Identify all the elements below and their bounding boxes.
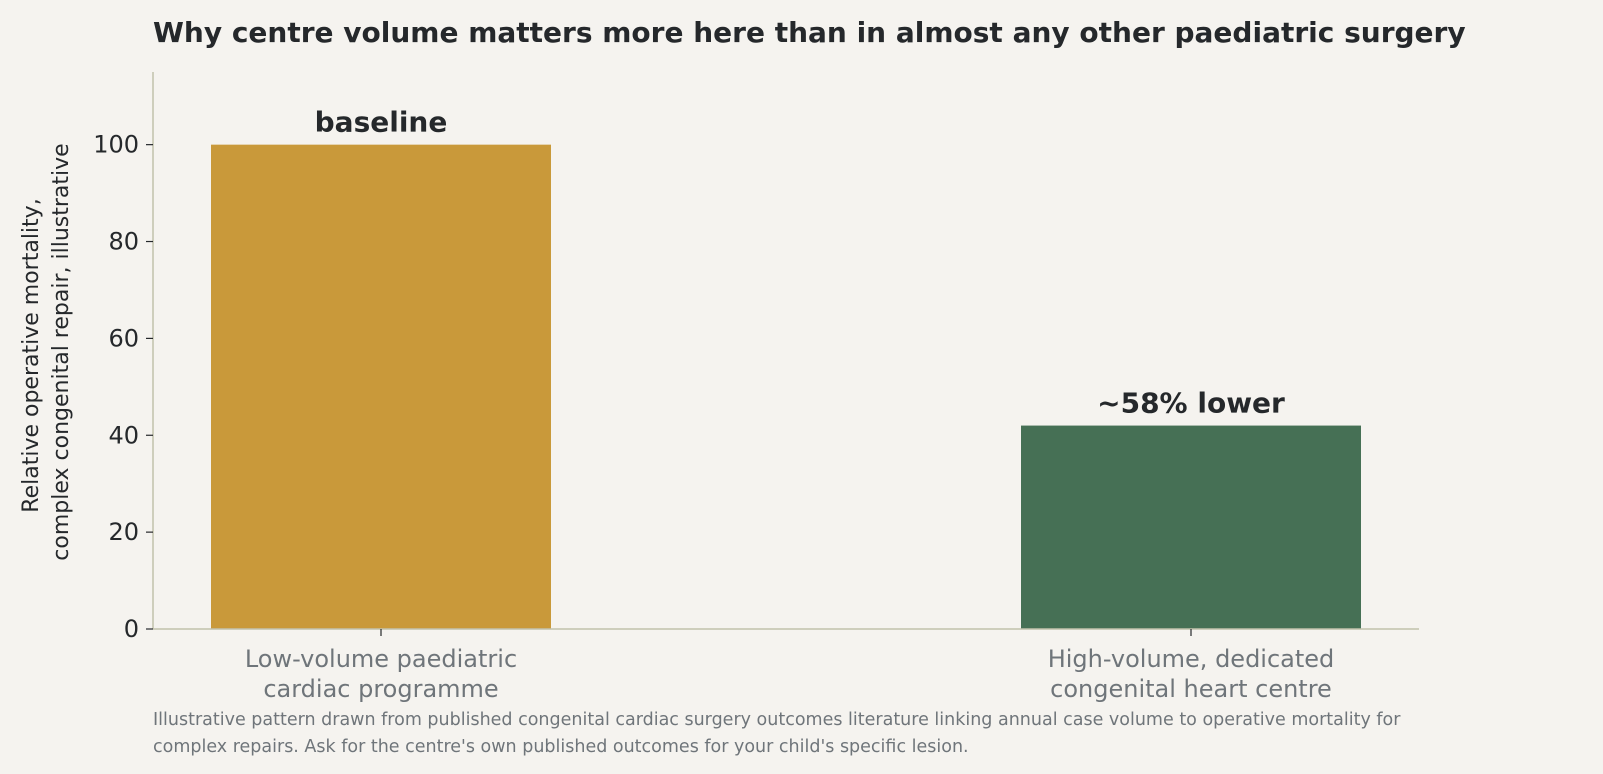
bar-1 — [211, 144, 551, 630]
y-axis-label-line-2: complex congenital repair, illustrative — [49, 143, 74, 560]
category-label-1-line-2: cardiac programme — [263, 675, 498, 703]
y-tick-label-40: 40 — [108, 421, 139, 449]
y-tick-label-80: 80 — [108, 228, 139, 256]
chart-title: Why centre volume matters more here than… — [153, 16, 1466, 49]
category-label-2-line-2: congenital heart centre — [1050, 675, 1332, 703]
y-tick-label-60: 60 — [108, 324, 139, 352]
category-label-1: Low-volume paediatric cardiac programme — [245, 645, 517, 703]
y-tick-label-0: 0 — [124, 615, 139, 643]
y-axis: 0 20 40 60 80 100 — [93, 72, 154, 643]
y-tick-label-100: 100 — [93, 131, 139, 159]
category-label-2-line-1: High-volume, dedicated — [1048, 645, 1335, 673]
x-axis: Low-volume paediatric cardiac programme Hi… — [153, 628, 1419, 703]
bars-group: baseline ~58% lower — [211, 106, 1361, 630]
y-axis-label-line-1: Relative operative mortality, — [19, 198, 44, 512]
bar-2 — [1021, 425, 1361, 629]
data-label-1: baseline — [315, 106, 448, 139]
data-label-2: ~58% lower — [1097, 387, 1285, 420]
footnote-line-1: Illustrative pattern drawn from publishe… — [153, 710, 1401, 730]
category-label-1-line-1: Low-volume paediatric — [245, 645, 517, 673]
y-tick-label-20: 20 — [108, 518, 139, 546]
footnote-line-2: complex repairs. Ask for the centre's ow… — [153, 737, 969, 757]
category-label-2: High-volume, dedicated congenital heart c… — [1048, 645, 1335, 703]
footnote: Illustrative pattern drawn from publishe… — [153, 710, 1406, 757]
y-axis-label: Relative operative mortality, complex co… — [19, 143, 74, 560]
